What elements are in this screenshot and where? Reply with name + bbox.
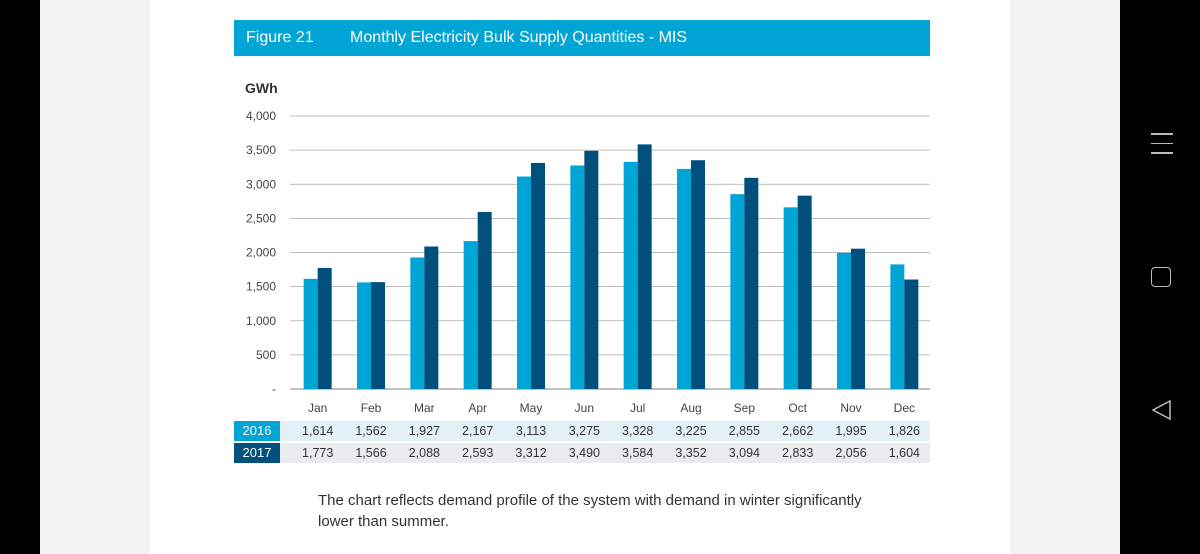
table-cell: 1,995: [835, 424, 867, 438]
viewer-margin-right: [1010, 0, 1120, 554]
bar-2016-nov: [837, 252, 851, 389]
bar-2017-jun: [584, 150, 599, 389]
x-tick-label: Feb: [361, 401, 382, 415]
x-tick-label: Jun: [575, 401, 594, 415]
x-tick-label: Jan: [308, 401, 327, 415]
y-tick-label: 1,000: [246, 314, 276, 328]
bar-2016-aug: [677, 168, 691, 389]
bar-2016-apr: [463, 241, 478, 389]
bar-2016-dec: [890, 264, 905, 389]
table-cell: 1,604: [888, 446, 920, 460]
table-cell: 2,088: [408, 446, 440, 460]
x-tick-label: Aug: [680, 401, 701, 415]
x-tick-label: Apr: [468, 401, 487, 415]
bar-2017-mar: [424, 246, 439, 389]
series-label-2017: 2017: [234, 443, 280, 463]
table-cell: 1,562: [355, 424, 387, 438]
bar-2016-mar: [410, 257, 425, 389]
bar-2017-jan: [317, 267, 332, 389]
y-tick-label: 2,000: [246, 246, 276, 260]
table-row-2017: 2017 1,773 1,566 2,088 2,593 3,312 3,490 3,584…: [234, 443, 930, 463]
y-tick-label: 3,000: [246, 177, 276, 191]
table-cell: 3,328: [622, 424, 654, 438]
bar-2016-oct: [783, 207, 798, 389]
bar-2016-sep: [730, 194, 745, 389]
bar-2016-may: [517, 176, 531, 389]
bar-2017-oct: [797, 195, 812, 389]
y-tick-label: 2,500: [246, 211, 276, 225]
bar-chart: GWh - 500 1,000 1,500 2,000 2,500 3,000 3,500 4,…: [245, 80, 930, 415]
bar-2017-dec: [904, 279, 919, 389]
table-cell: 1,773: [302, 446, 334, 460]
x-tick-label: Oct: [788, 401, 807, 415]
home-icon[interactable]: [1151, 267, 1171, 287]
table-cell: 1,826: [888, 424, 920, 438]
table-cell: 3,275: [568, 424, 600, 438]
bar-2017-apr: [477, 212, 492, 389]
x-tick-label: Nov: [840, 401, 861, 415]
bar-2017-nov: [851, 248, 865, 389]
series-label-2016: 2016: [234, 421, 280, 441]
bar-2016-jan: [303, 278, 318, 389]
back-icon[interactable]: [1150, 398, 1174, 422]
table-cell: 2,833: [782, 446, 814, 460]
x-tick-label: Jul: [630, 401, 645, 415]
figure-number: Figure 21: [246, 29, 314, 46]
menu-icon[interactable]: [1151, 133, 1173, 157]
bar-2017-feb: [371, 282, 385, 389]
table-cell: 3,113: [515, 424, 547, 438]
bar-2017-may: [531, 162, 545, 389]
y-axis-unit-label: GWh: [245, 80, 278, 96]
bar-2017-sep: [744, 177, 759, 389]
table-cell: 2,167: [462, 424, 494, 438]
table-cell: 3,225: [675, 424, 707, 438]
table-cell: 3,490: [568, 446, 600, 460]
table-cell: 3,094: [728, 446, 760, 460]
y-tick-label: -: [272, 382, 276, 396]
table-cell: 1,566: [355, 446, 387, 460]
bar-2017-aug: [691, 160, 705, 389]
bar-2016-feb: [357, 282, 371, 389]
table-cell: 1,614: [302, 424, 334, 438]
table-cell: 2,593: [462, 446, 494, 460]
table-cell: 3,584: [622, 446, 654, 460]
bar-2017-jul: [637, 144, 652, 389]
bar-2016-jul: [623, 161, 638, 389]
viewer-margin-left: [40, 0, 150, 554]
y-tick-label: 500: [256, 348, 276, 362]
table-row-2016: 2016 1,614 1,562 1,927 2,167 3,113 3,275 3,328…: [234, 421, 930, 441]
x-tick-label: May: [520, 401, 543, 415]
bar-2016-jun: [570, 165, 585, 389]
android-nav-bar: [1120, 0, 1200, 554]
table-cell: 3,352: [675, 446, 707, 460]
table-cell: 1,927: [408, 424, 440, 438]
chart-caption: The chart reflects demand profile of the…: [318, 492, 862, 530]
table-cell: 2,662: [782, 424, 814, 438]
x-tick-label: Mar: [414, 401, 435, 415]
screen-left-edge: [0, 0, 40, 554]
table-cell: 2,855: [728, 424, 760, 438]
table-cell: 3,312: [515, 446, 547, 460]
y-tick-label: 1,500: [246, 280, 276, 294]
table-cell: 2,056: [835, 446, 867, 460]
x-tick-label: Dec: [894, 401, 915, 415]
y-tick-label: 3,500: [246, 143, 276, 157]
x-tick-label: Sep: [734, 401, 756, 415]
y-tick-label: 4,000: [246, 109, 276, 123]
figure-header: Figure 21 Monthly Electricity Bulk Suppl…: [234, 20, 930, 56]
figure-title: Monthly Electricity Bulk Supply Quantiti…: [350, 29, 688, 46]
